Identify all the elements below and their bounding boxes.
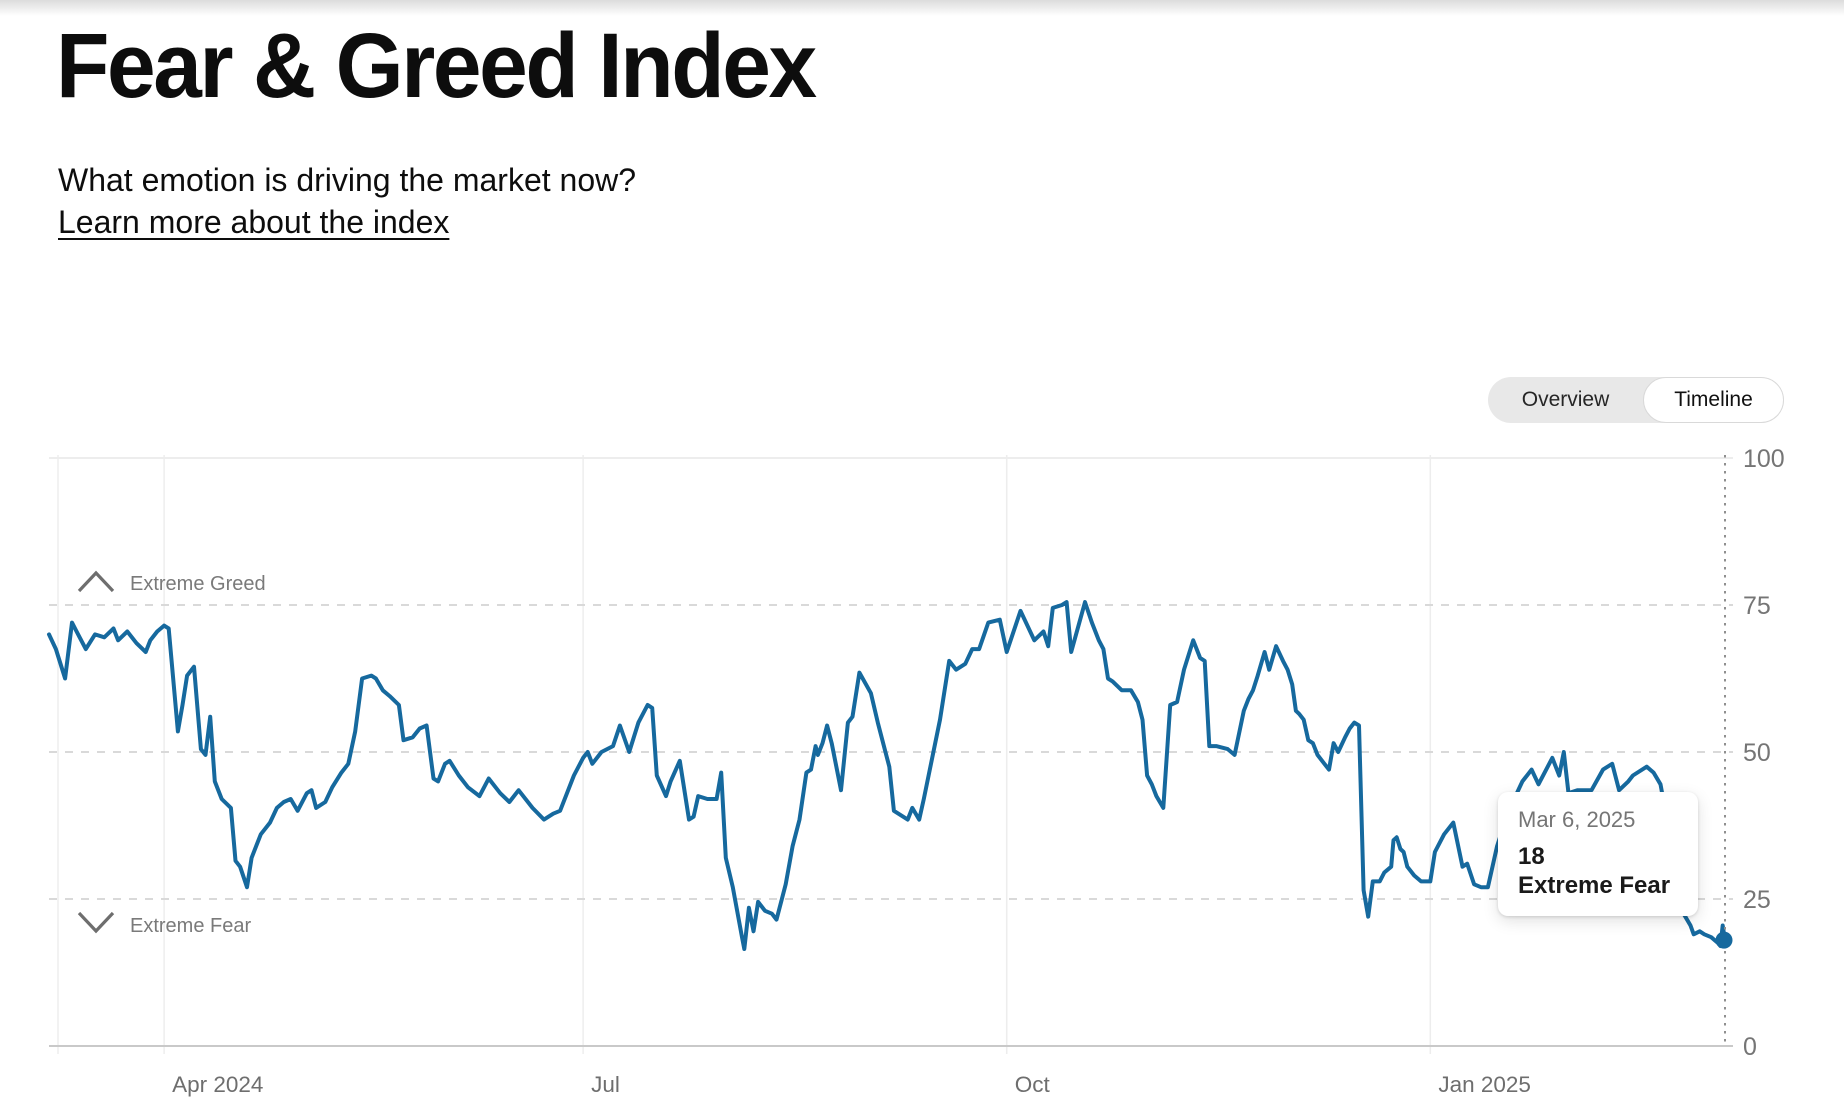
x-axis-label: Apr 2024: [172, 1072, 263, 1097]
toggle-timeline-button[interactable]: Timeline: [1643, 377, 1784, 423]
fear-greed-line: [47, 600, 1727, 951]
learn-more-link[interactable]: Learn more about the index: [58, 204, 450, 240]
view-toggle: Overview Timeline: [1488, 377, 1784, 423]
page-subtitle: What emotion is driving the market now?: [58, 162, 637, 198]
zone-label: Extreme Greed: [130, 573, 266, 595]
toggle-overview-button[interactable]: Overview: [1488, 377, 1643, 423]
x-axis-label: Jan 2025: [1438, 1072, 1531, 1097]
y-axis-label: 25: [1743, 886, 1771, 914]
y-axis-label: 100: [1743, 445, 1785, 473]
y-axis-label: 0: [1743, 1033, 1757, 1061]
chevron-down-icon: [77, 911, 115, 934]
top-gradient-strip: [0, 0, 1844, 16]
current-value-dot: [1715, 931, 1733, 949]
tooltip-value: 18: [1518, 843, 1545, 870]
chart-tooltip: Mar 6, 2025 18 Extreme Fear: [1498, 792, 1698, 916]
zone-label: Extreme Fear: [130, 915, 251, 937]
page-title: Fear & Greed Index: [56, 15, 817, 117]
x-axis-label: Oct: [1015, 1072, 1051, 1097]
y-axis-label: 75: [1743, 592, 1771, 620]
x-axis-label: Jul: [591, 1072, 620, 1097]
tooltip-sentiment: Extreme Fear: [1518, 872, 1671, 899]
tooltip-date: Mar 6, 2025: [1518, 807, 1636, 832]
y-axis-label: 50: [1743, 739, 1771, 767]
chevron-up-icon: [77, 570, 115, 593]
